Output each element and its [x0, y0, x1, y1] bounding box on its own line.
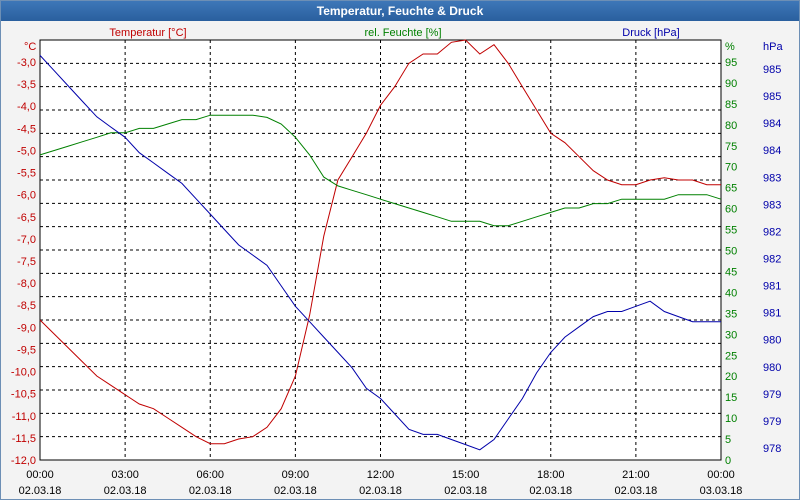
humidity-tick-label: 5 [725, 434, 731, 446]
temperature-tick-label: -4,5 [17, 123, 36, 135]
humidity-tick-label: 60 [725, 204, 737, 216]
pressure-axis: hPa 985 985 984 984 983 983 982 982 981 981 980 980 9… [763, 41, 783, 455]
humidity-tick-label: 80 [725, 120, 737, 132]
pressure-tick-label: 983 [763, 172, 781, 184]
humidity-tick-label: 75 [725, 141, 737, 153]
humidity-tick-label: 95 [725, 57, 737, 69]
temperature-tick-label: -10,0 [11, 367, 36, 379]
temperature-tick-label: -9,0 [17, 322, 36, 334]
pressure-tick-label: 984 [763, 118, 781, 130]
humidity-tick-label: 10 [725, 413, 737, 425]
temperature-tick-label: -8,0 [17, 278, 36, 290]
humidity-tick-label: 40 [725, 287, 737, 299]
humidity-axis-title: rel. Feuchte [%] [364, 27, 441, 39]
grid-lines [40, 40, 721, 460]
series-line-humidity [39, 114, 722, 227]
time-tick-label: 06:00 [196, 469, 224, 481]
temperature-tick-label: -6,0 [17, 190, 36, 202]
humidity-tick-label: 0 [725, 455, 731, 467]
humidity-tick-label: 15 [725, 392, 737, 404]
temperature-tick-label: -5,0 [17, 145, 36, 157]
pressure-tick-label: 981 [763, 308, 781, 320]
pressure-tick-label: 985 [763, 91, 781, 103]
time-tick-label: 00:00 [26, 469, 54, 481]
pressure-tick-label: 980 [763, 335, 781, 347]
series-line-temperature [39, 39, 721, 445]
humidity-tick-label: 35 [725, 308, 737, 320]
humidity-tick-label: 90 [725, 78, 737, 90]
humidity-tick-label: 50 [725, 246, 737, 258]
date-tick-label: 02.03.18 [359, 485, 402, 497]
humidity-unit: % [725, 41, 735, 53]
humidity-tick-label: 25 [725, 350, 737, 362]
series-layer [39, 39, 722, 451]
pressure-tick-label: 980 [763, 362, 781, 374]
pressure-tick-label: 979 [763, 416, 781, 428]
pressure-tick-label: 979 [763, 389, 781, 401]
pressure-axis-title: Druck [hPa] [622, 27, 679, 39]
pressure-tick-label: 984 [763, 145, 781, 157]
pressure-unit: hPa [763, 41, 783, 53]
pressure-tick-label: 978 [763, 443, 781, 455]
time-tick-label: 12:00 [367, 469, 395, 481]
humidity-tick-label: 70 [725, 162, 737, 174]
pressure-tick-label: 982 [763, 254, 781, 266]
temperature-tick-label: -7,5 [17, 256, 36, 268]
date-tick-label: 03.03.18 [700, 485, 743, 497]
humidity-tick-label: 30 [725, 329, 737, 341]
date-tick-label: 02.03.18 [19, 485, 62, 497]
axis-headers: Temperatur [°C] rel. Feuchte [%] Druck [hP… [109, 27, 679, 39]
humidity-tick-label: 45 [725, 266, 737, 278]
date-tick-label: 02.03.18 [274, 485, 317, 497]
temperature-tick-label: -11,0 [12, 411, 36, 423]
time-tick-label: 03:00 [111, 469, 139, 481]
humidity-tick-label: 85 [725, 99, 737, 111]
temperature-axis-title: Temperatur [°C] [109, 27, 186, 39]
date-tick-label: 02.03.18 [444, 485, 487, 497]
pressure-tick-label: 983 [763, 199, 781, 211]
temperature-tick-label: -9,5 [17, 344, 36, 356]
humidity-tick-label: 55 [725, 225, 737, 237]
date-tick-label: 02.03.18 [189, 485, 232, 497]
series-line-pressure [39, 55, 721, 451]
temperature-tick-label: -8,5 [17, 300, 36, 312]
temperature-tick-label: -10,5 [11, 389, 36, 401]
time-tick-label: 15:00 [452, 469, 480, 481]
time-tick-label: 00:00 [707, 469, 735, 481]
humidity-tick-label: 20 [725, 371, 737, 383]
date-tick-label: 02.03.18 [104, 485, 147, 497]
time-tick-label: 21:00 [622, 469, 650, 481]
time-axis: 00:00 02.03.18 03:00 02.03.18 06:00 02.03.18 0… [19, 469, 743, 497]
temperature-tick-label: -3,0 [17, 57, 36, 69]
temperature-tick-label: -7,0 [17, 234, 36, 246]
window-title: Temperatur, Feuchte & Druck [1, 1, 799, 21]
temperature-tick-label: -11,5 [12, 433, 36, 445]
pressure-tick-label: 985 [763, 64, 781, 76]
time-tick-label: 09:00 [282, 469, 310, 481]
date-tick-label: 02.03.18 [529, 485, 572, 497]
temperature-tick-label: -12,0 [11, 455, 36, 467]
time-tick-label: 18:00 [537, 469, 565, 481]
temperature-unit: °C [24, 41, 36, 53]
temperature-axis: °C -3,0 -3,5 -4,0 -4,5 -5,0 -5,5 -6,0 -6,5 -7,0 -7… [11, 41, 36, 467]
humidity-tick-label: 65 [725, 183, 737, 195]
pressure-tick-label: 981 [763, 281, 781, 293]
temperature-tick-label: -6,5 [17, 212, 36, 224]
date-tick-label: 02.03.18 [614, 485, 657, 497]
temperature-tick-label: -3,5 [17, 79, 36, 91]
temperature-tick-label: -4,0 [17, 101, 36, 113]
temperature-tick-label: -5,5 [17, 168, 36, 180]
pressure-tick-label: 982 [763, 226, 781, 238]
